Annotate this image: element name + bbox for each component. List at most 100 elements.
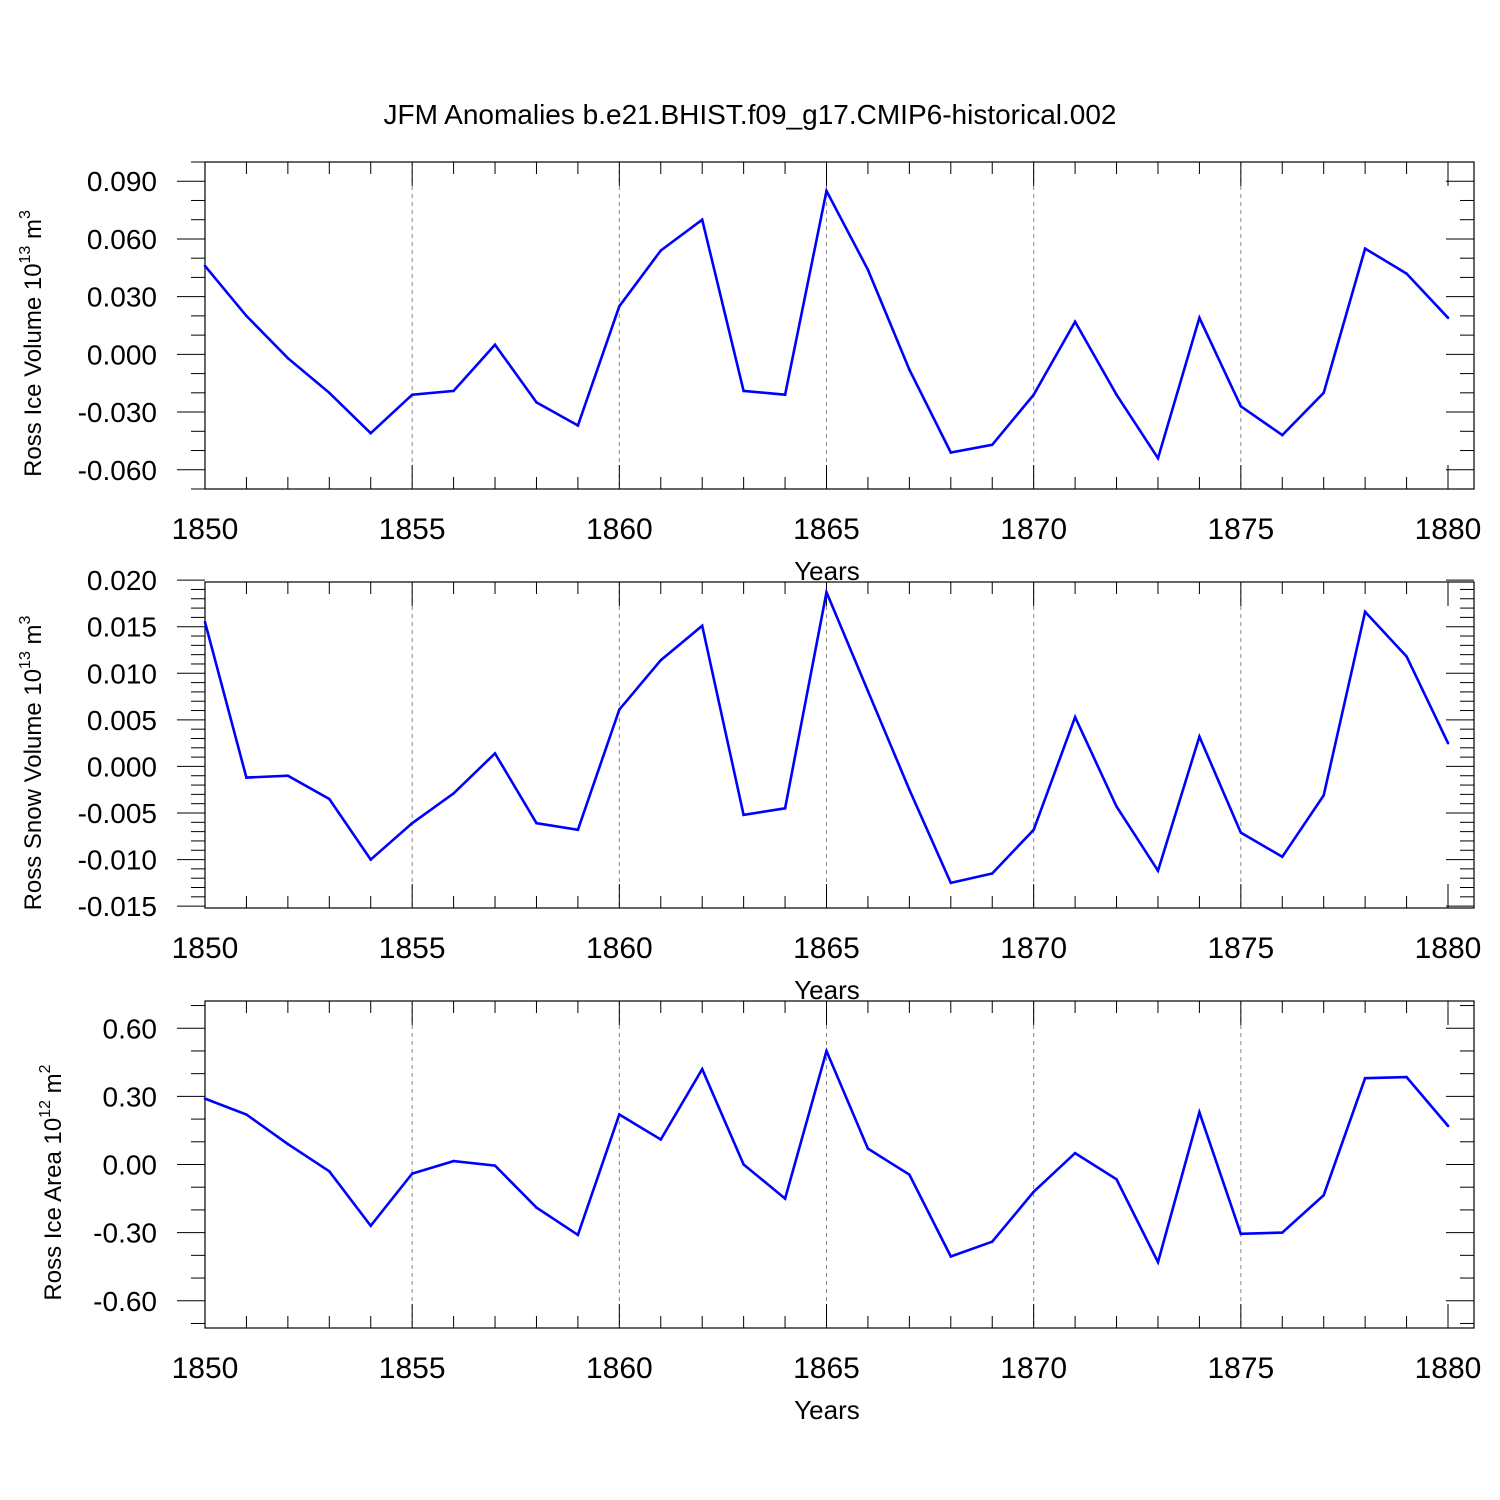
x-tick-label: 1880: [1415, 1352, 1482, 1385]
y-axis-label-main: Ross Ice Area 10: [40, 1118, 67, 1301]
data-point-1859: [576, 1233, 580, 1237]
data-point-1865: [825, 1049, 828, 1053]
data-point-1856: [452, 792, 455, 795]
data-point-1862: [700, 624, 704, 628]
data-point-1851: [245, 1113, 248, 1116]
data-point-1851: [245, 776, 248, 779]
data-point-1875: [1239, 404, 1243, 408]
x-axis-label: Years: [794, 556, 860, 586]
data-point-1877: [1322, 1193, 1325, 1197]
y-tick-label: 0.000: [87, 339, 157, 370]
data-point-1854: [369, 431, 373, 435]
data-point-1854: [369, 1224, 373, 1228]
y-axis-label: Ross Ice Volume 1013 m3: [17, 210, 47, 477]
data-point-1860: [618, 1113, 621, 1116]
y-tick-label: -0.60: [93, 1286, 157, 1317]
y-tick-label: 0.010: [87, 658, 157, 689]
x-tick-label: 1855: [379, 513, 446, 546]
data-point-1878: [1363, 247, 1367, 250]
y-tick-label: 0.060: [87, 224, 157, 255]
data-point-1855: [410, 821, 414, 825]
data-point-1861: [659, 1138, 663, 1141]
y-tick-label: 0.030: [87, 282, 157, 313]
data-point-1853: [328, 797, 331, 801]
y-axis-label-unit-exponent: 2: [37, 1064, 54, 1073]
x-tick-label: 1880: [1415, 513, 1482, 546]
data-point-1861: [659, 658, 663, 662]
y-axis-label-unit-exponent: 3: [17, 210, 34, 219]
panel-ross-ice-volume: 0.090 0.060 0.030 0.000 -0.030 -0.060 1850 1855…: [17, 161, 1482, 586]
y-axis-label: Ross Snow Volume 1013 m3: [17, 615, 47, 910]
data-point-1880: [1446, 316, 1450, 320]
x-tick-label: 1875: [1207, 932, 1274, 965]
x-tick-label: 1870: [1000, 932, 1067, 965]
y-tick-label: -0.060: [78, 455, 157, 486]
data-point-1855: [410, 1172, 414, 1175]
data-point-1870: [1032, 828, 1035, 832]
data-point-1864: [783, 1197, 787, 1200]
data-point-1875: [1239, 1232, 1243, 1236]
data-point-1872: [1115, 1177, 1118, 1181]
y-tick-label: 0.30: [103, 1081, 158, 1112]
data-point-1868: [949, 881, 953, 885]
data-point-1867: [908, 1173, 911, 1177]
y-tick-label: 0.000: [87, 751, 157, 782]
data-point-1862: [700, 1067, 704, 1071]
y-tick-label: 0.020: [87, 565, 157, 596]
data-point-1880: [1446, 1124, 1450, 1128]
data-point-1879: [1405, 1075, 1408, 1079]
data-point-1876: [1280, 855, 1284, 859]
data-point-1860: [618, 708, 621, 711]
data-point-1861: [659, 249, 663, 252]
data-point-1869: [990, 1240, 994, 1244]
y-axis-label: Ross Ice Area 1012 m2: [37, 1064, 67, 1300]
data-point-1866: [866, 689, 870, 693]
data-point-1876: [1280, 1231, 1284, 1234]
data-point-1859: [576, 424, 580, 427]
data-point-1856: [452, 389, 455, 393]
y-tick-label: 0.090: [87, 166, 157, 197]
figure-title: JFM Anomalies b.e21.BHIST.f09_g17.CMIP6-…: [383, 99, 1116, 130]
data-point-1869: [990, 443, 994, 447]
panel-ross-ice-area: 0.60 0.30 0.00 -0.30 -0.60 1850 1855 1860 1865 18…: [37, 1000, 1482, 1425]
data-point-1873: [1156, 869, 1160, 873]
x-tick-label: 1860: [586, 513, 653, 546]
data-point-1854: [369, 858, 373, 861]
data-point-1855: [410, 393, 414, 397]
data-point-1873: [1156, 456, 1160, 460]
plot-frame: [204, 161, 1475, 490]
data-point-1867: [908, 368, 911, 372]
x-axis-label: Years: [794, 975, 860, 1005]
data-point-1874: [1198, 1110, 1201, 1114]
data-point-1866: [866, 268, 870, 272]
data-point-1877: [1322, 391, 1325, 395]
x-tick-label: 1865: [793, 1352, 860, 1385]
data-point-1868: [949, 451, 953, 454]
data-point-1868: [949, 1255, 953, 1258]
data-point-1864: [783, 807, 787, 810]
data-point-1851: [245, 314, 248, 318]
data-point-1850: [203, 620, 207, 624]
data-point-1865: [825, 189, 828, 193]
data-point-1870: [1032, 393, 1035, 397]
y-axis-label-exponent: 13: [17, 246, 34, 264]
data-point-1879: [1405, 655, 1408, 658]
y-tick-label: -0.010: [78, 845, 157, 876]
x-tick-label: 1870: [1000, 513, 1067, 546]
y-tick-label: 0.60: [103, 1013, 158, 1044]
x-tick-label: 1875: [1207, 513, 1274, 546]
data-point-1874: [1198, 735, 1201, 738]
y-axis-label-main: Ross Snow Volume 10: [20, 669, 47, 910]
data-point-1857: [493, 752, 497, 755]
y-tick-label: -0.015: [78, 891, 157, 922]
data-point-1880: [1446, 741, 1450, 745]
y-tick-label: 0.00: [103, 1150, 158, 1181]
data-point-1858: [535, 401, 538, 404]
y-axis-label-unit: m: [20, 624, 47, 651]
y-tick-label: 0.015: [87, 612, 157, 643]
x-tick-label: 1860: [586, 932, 653, 965]
data-point-1853: [328, 1170, 331, 1173]
data-point-1876: [1280, 433, 1284, 437]
data-point-1853: [328, 391, 331, 395]
